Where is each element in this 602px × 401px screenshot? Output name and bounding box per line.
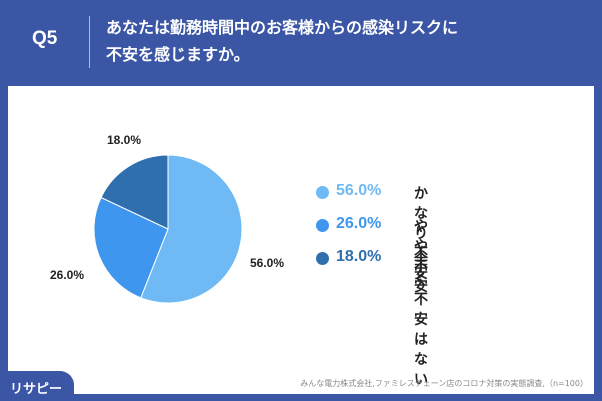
question-line-2: 不安を感じますか。 — [106, 45, 250, 64]
legend-percent: 18.0% — [336, 248, 382, 265]
pie-slice — [100, 154, 169, 230]
legend-swatch — [316, 186, 329, 199]
legend-label: やや不安 — [414, 219, 428, 295]
pie-data-label: 26.0% — [50, 268, 84, 282]
legend-swatch — [316, 252, 329, 265]
header-bar: Q5 あなたは勤務時間中のお客様からの感染リスクに 不安を感じますか。 — [0, 0, 602, 84]
pie-slice — [140, 154, 243, 304]
pie-slice — [93, 196, 169, 299]
legend-percent: 56.0% — [336, 182, 382, 199]
pie-data-label: 18.0% — [107, 133, 141, 147]
question-text: あなたは勤務時間中のお客様からの感染リスクに 不安を感じますか。 — [106, 14, 586, 68]
question-line-1: あなたは勤務時間中のお客様からの感染リスクに — [106, 18, 459, 37]
legend-label: かなり不安 — [414, 186, 428, 282]
pie-chart: 56.0% 26.0% 18.0% — [50, 133, 284, 304]
legend-swatch — [316, 219, 329, 232]
source-note: みんな電力株式会社,ファミレスチェーン店のコロナ対策の実態調査,（n=100） — [300, 379, 588, 388]
legend-percent: 26.0% — [336, 215, 382, 232]
logo-text: リサピー — [10, 382, 63, 397]
chart-card: 56.0% 26.0% 18.0% 56.0% かなり不安 26.0% やや不安 1… — [8, 86, 594, 394]
brand-logo: リサピー — [0, 371, 74, 401]
pie-data-label: 56.0% — [250, 256, 284, 270]
legend-label: 全く不安はない — [414, 252, 428, 388]
question-number: Q5 — [32, 28, 58, 49]
header-divider — [89, 16, 90, 68]
